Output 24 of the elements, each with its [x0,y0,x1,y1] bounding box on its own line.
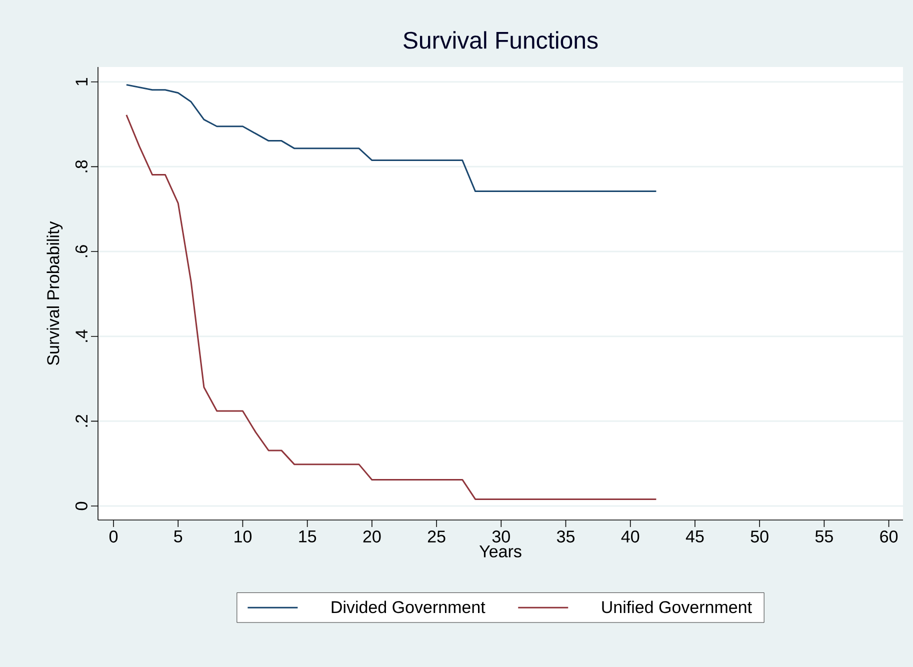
x-tick-label: 55 [815,530,833,542]
x-axis-title: Years [479,546,522,558]
chart-title: Survival Functions [404,31,598,49]
x-tick-label: 35 [556,530,574,543]
x-tick-label: 0 [109,530,118,543]
x-tick-label: 40 [621,530,640,543]
y-tick-label: 0 [75,502,88,510]
x-tick-label: 30 [492,530,510,543]
x-tick-label: 20 [363,530,381,543]
y-tick-label: .2 [76,414,88,427]
x-tick-label: 45 [686,530,704,542]
x-tick-label: 60 [880,530,898,543]
x-tick-label: 50 [750,530,768,543]
y-tick-label: .8 [75,160,88,172]
y-tick-label: .4 [76,330,88,342]
x-tick-label: 15 [299,530,316,542]
legend-label: Divided Government [332,600,486,614]
legend-label: Unified Government [602,600,752,614]
y-axis-title: Survival Probability [46,221,63,366]
y-tick-label: .6 [75,245,88,258]
y-tick-label: 1 [76,78,88,86]
x-tick-label: 5 [174,530,182,542]
x-tick-label: 10 [234,530,252,543]
x-tick-label: 25 [428,530,446,543]
